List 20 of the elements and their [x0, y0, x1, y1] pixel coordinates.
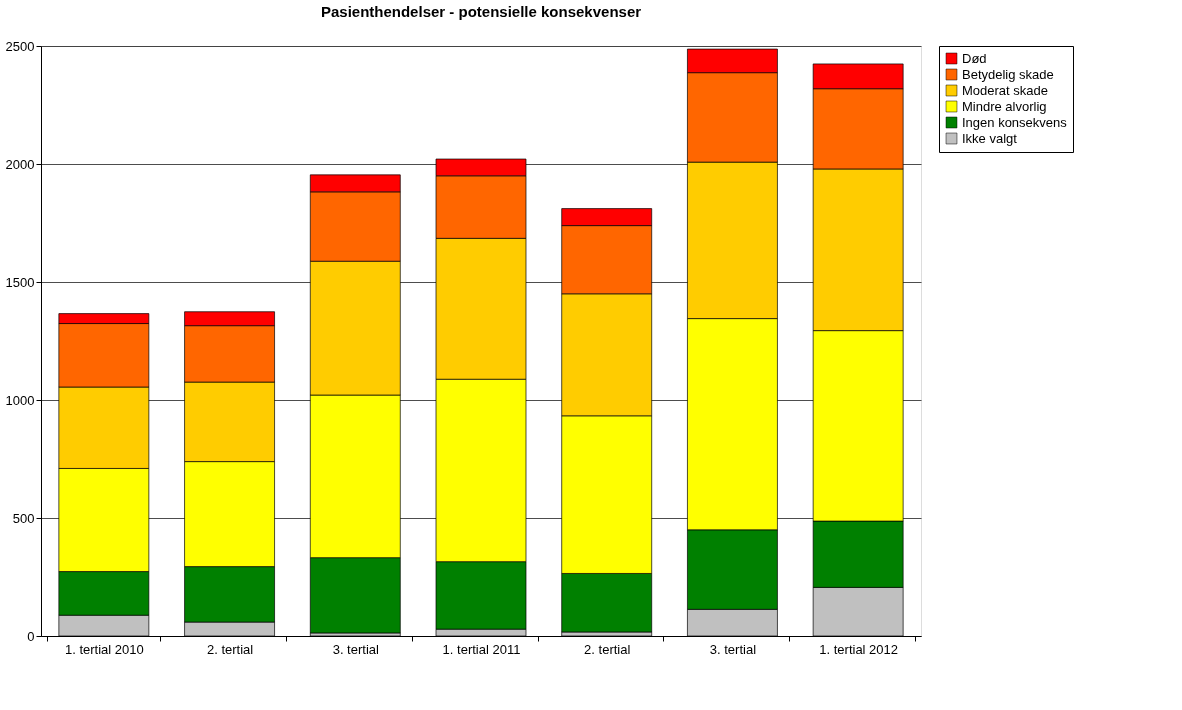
legend-label: Ingen konsekvens	[962, 114, 1068, 130]
legend-label: Betydelig skade	[962, 66, 1054, 82]
y-tick-label: 2500	[5, 38, 35, 54]
y-tick-label: 1000	[5, 392, 35, 408]
legend-label: Mindre alvorlig	[962, 98, 1047, 114]
legend-label: Død	[962, 50, 987, 66]
x-tick-label: 2. tertial	[584, 641, 631, 657]
x-tick-label: 3. tertial	[709, 641, 757, 657]
chart-title: Pasienthendelser - potensielle konsekvenser	[320, 3, 642, 20]
y-tick-label: 2000	[5, 156, 35, 172]
y-tick-label: 1500	[5, 274, 35, 290]
x-tick-label: 3. tertial	[332, 641, 380, 657]
y-tick-label: 500	[12, 510, 35, 526]
x-tick-label: 1. tertial 2011	[442, 641, 521, 657]
x-tick-label: 2. tertial	[206, 641, 254, 657]
x-tick-label: 1. tertial 2010	[64, 641, 144, 657]
y-tick-label: 0	[27, 628, 35, 644]
legend-label: Ikke valgt	[962, 130, 1018, 146]
x-tick-label: 1. tertial 2012	[819, 641, 899, 657]
legend-label: Moderat skade	[962, 82, 1048, 98]
